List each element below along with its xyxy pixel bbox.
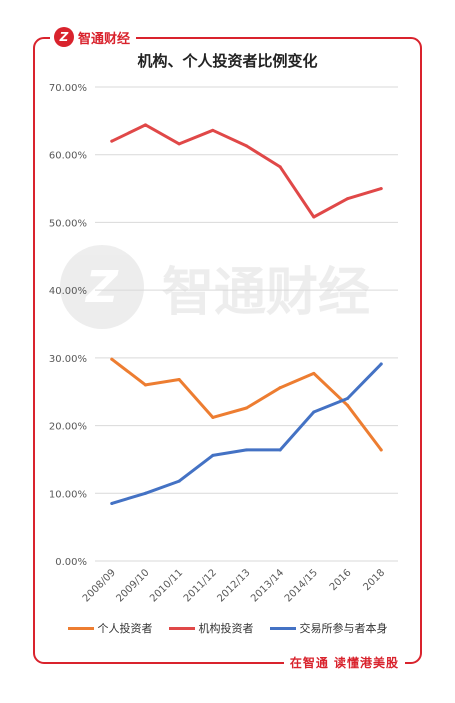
y-tick-label: 30.00% xyxy=(49,354,87,365)
data-point-exchange xyxy=(346,396,349,400)
data-point-individual xyxy=(278,386,282,390)
data-point-exchange xyxy=(312,410,316,414)
legend-item-individual: 个人投资者 xyxy=(67,620,153,636)
chart-legend: 个人投资者 机构投资者 交易所参与者本身 xyxy=(0,620,455,636)
data-point-individual xyxy=(379,448,383,452)
data-point-institutional xyxy=(312,215,316,219)
zhitong-logo-icon: Z xyxy=(54,27,74,47)
data-point-exchange xyxy=(245,448,248,452)
data-point-institutional xyxy=(278,165,282,169)
legend-swatch-institutional xyxy=(168,626,195,630)
x-tick-label: 2008/09 xyxy=(81,567,118,604)
data-point-institutional xyxy=(144,123,147,127)
data-point-institutional xyxy=(346,197,349,201)
y-tick-label: 0.00% xyxy=(55,557,87,568)
legend-label-individual: 个人投资者 xyxy=(97,622,153,635)
data-point-individual xyxy=(144,383,147,387)
legend-swatch-individual xyxy=(67,626,94,630)
y-tick-label: 70.00% xyxy=(49,83,87,94)
data-point-institutional xyxy=(245,144,248,148)
legend-label-institutional: 机构投资者 xyxy=(198,622,254,635)
y-tick-label: 20.00% xyxy=(49,422,87,433)
series-line-individual xyxy=(110,357,383,452)
data-point-exchange xyxy=(379,362,383,366)
data-point-exchange xyxy=(110,501,114,505)
data-point-individual xyxy=(211,415,215,419)
y-tick-label: 50.00% xyxy=(49,218,87,229)
chart-title: 机构、个人投资者比例变化 xyxy=(137,52,318,70)
data-point-institutional xyxy=(379,187,383,191)
x-tick-label: 2016 xyxy=(328,567,354,593)
data-point-individual xyxy=(346,403,349,407)
legend-swatch-exchange xyxy=(269,626,296,630)
x-tick-label: 2018 xyxy=(362,567,388,593)
series-line-institutional xyxy=(110,123,383,219)
data-point-individual xyxy=(245,406,248,410)
data-point-individual xyxy=(177,378,181,382)
x-tick-label: 2013/14 xyxy=(249,567,286,604)
legend-item-exchange: 交易所参与者本身 xyxy=(269,620,388,636)
x-tick-label: 2009/10 xyxy=(114,567,151,604)
data-point-exchange xyxy=(278,448,282,452)
data-point-individual xyxy=(110,357,114,361)
data-point-institutional xyxy=(177,142,181,146)
y-tick-label: 10.00% xyxy=(49,489,87,500)
y-tick-label: 60.00% xyxy=(49,151,87,162)
legend-label-exchange: 交易所参与者本身 xyxy=(299,622,388,635)
data-point-exchange xyxy=(177,479,181,483)
x-tick-label: 2014/15 xyxy=(283,567,320,604)
x-tick-label: 2010/11 xyxy=(148,567,185,604)
brand-name: 智通财经 xyxy=(78,31,131,47)
data-point-institutional xyxy=(211,128,215,132)
x-tick-label: 2011/12 xyxy=(182,567,219,604)
y-tick-label: 40.00% xyxy=(49,286,87,297)
data-point-institutional xyxy=(110,139,114,143)
brand-header: Z 智通财经 xyxy=(50,27,137,47)
data-point-exchange xyxy=(211,453,215,457)
data-point-individual xyxy=(312,371,316,375)
x-tick-label: 2012/13 xyxy=(215,567,252,604)
footer-slogan: 在智通 读懂港美股 xyxy=(283,654,405,671)
legend-item-institutional: 机构投资者 xyxy=(168,620,254,636)
data-point-exchange xyxy=(144,491,147,495)
